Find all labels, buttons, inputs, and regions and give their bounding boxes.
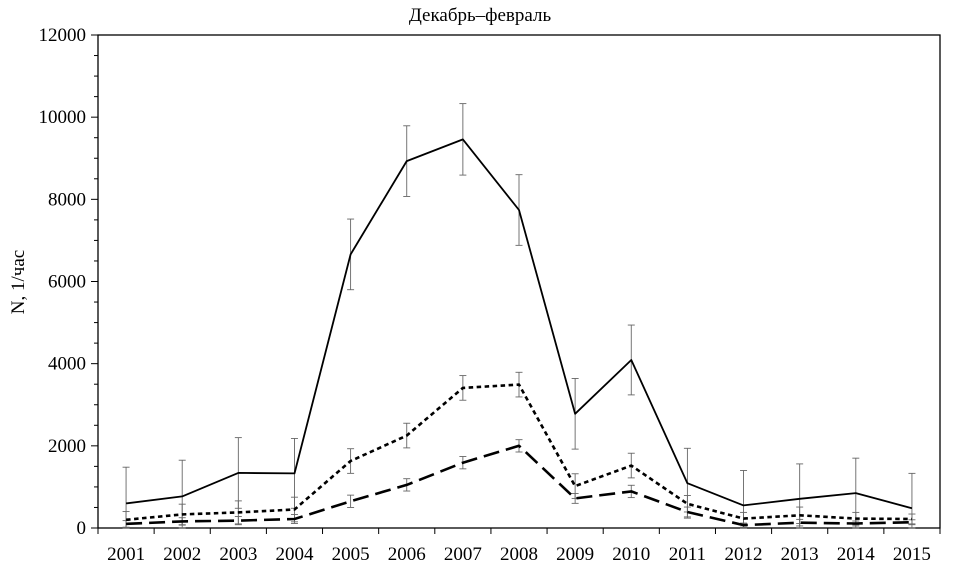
error-bar xyxy=(234,516,242,526)
x-tick-label: 2004 xyxy=(275,544,314,565)
x-tick-label: 2014 xyxy=(837,544,876,565)
x-tick-label: 2010 xyxy=(612,544,650,565)
x-tick-label: 2006 xyxy=(388,544,426,565)
series-line-solid xyxy=(125,138,913,510)
y-axis-title: N, 1/час xyxy=(8,250,29,314)
error-bar xyxy=(796,518,804,527)
y-tick-label: 4000 xyxy=(48,354,86,375)
y-tick-label: 6000 xyxy=(48,272,86,293)
x-tick-label: 2009 xyxy=(556,544,594,565)
x-tick-label: 2003 xyxy=(219,544,257,565)
series-lines xyxy=(125,138,913,527)
error-bar xyxy=(347,494,355,508)
y-tick-label: 2000 xyxy=(48,436,86,457)
x-tick-label: 2008 xyxy=(500,544,538,565)
x-tick-label: 2007 xyxy=(444,544,482,565)
x-tick-label: 2002 xyxy=(163,544,201,565)
y-tick-label: 10000 xyxy=(39,107,87,128)
y-tick-label: 8000 xyxy=(48,189,86,210)
series-line-dotted xyxy=(125,383,912,522)
error-bar xyxy=(571,493,579,504)
plot-area xyxy=(97,34,941,529)
x-tick-label: 2005 xyxy=(332,544,370,565)
series-line-dashed xyxy=(126,444,912,527)
error-bar xyxy=(908,519,916,526)
y-tick-label: 12000 xyxy=(39,25,87,46)
x-tick-label: 2012 xyxy=(725,544,763,565)
error-bars xyxy=(122,103,916,529)
y-tick-label: 0 xyxy=(77,518,87,539)
x-tick-labels: 2001 2002 2003 2004 2005 2006 2007 2008 2009 2010… xyxy=(107,544,931,565)
x-tick-label: 2001 xyxy=(107,544,145,565)
chart-title: Декабрь–февраль xyxy=(409,5,552,26)
x-tick-label: 2013 xyxy=(781,544,819,565)
x-tick-label: 2011 xyxy=(669,544,706,565)
axis-ticks xyxy=(91,34,941,534)
x-tick-label: 2015 xyxy=(893,544,931,565)
y-tick-labels: 0 2000 4000 6000 8000 10000 12000 xyxy=(39,25,87,539)
